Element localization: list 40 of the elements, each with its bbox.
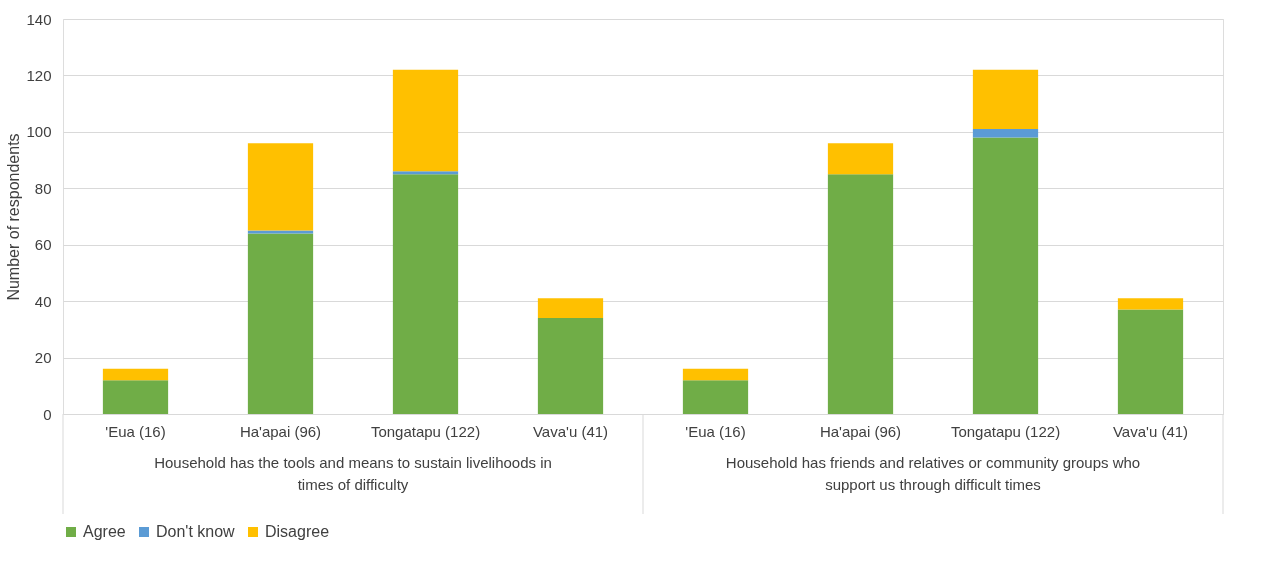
bar bbox=[1117, 298, 1184, 310]
x-tick-label: Vava'u (41) bbox=[532, 422, 609, 440]
x-tick-label: 'Eua (16) bbox=[105, 422, 166, 440]
bar bbox=[827, 174, 894, 414]
bar bbox=[827, 143, 894, 175]
bar bbox=[247, 143, 314, 231]
text: Household has the tools and means to sustain livelihoods in times of difficulty bbox=[154, 454, 552, 493]
bar bbox=[537, 318, 604, 414]
y-tick-label: 40 bbox=[34, 292, 52, 310]
bar bbox=[392, 174, 459, 414]
bar bbox=[102, 380, 169, 414]
y-tick-label: 60 bbox=[34, 236, 52, 254]
y-tick-label: 140 bbox=[26, 10, 52, 28]
x-tick-label: Ha'apai (96) bbox=[239, 422, 322, 440]
bar bbox=[537, 298, 604, 319]
bar bbox=[972, 69, 1039, 130]
bar bbox=[972, 129, 1039, 138]
y-tick-label: 20 bbox=[34, 349, 52, 367]
text: Household has friends and relatives or community groups who support us through difficult times bbox=[725, 454, 1141, 493]
bar bbox=[1117, 309, 1184, 414]
legend-label: Agree bbox=[83, 523, 126, 540]
legend-label: Don't know bbox=[156, 523, 236, 540]
y-tick-label: 0 bbox=[43, 405, 52, 423]
x-tick-label: Tongatapu (122) bbox=[950, 422, 1061, 440]
y-tick-label: 100 bbox=[26, 123, 52, 141]
y-axis-title: Number of respondents bbox=[5, 133, 23, 301]
x-tick-label: Vava'u (41) bbox=[1112, 422, 1189, 440]
bar bbox=[392, 69, 459, 172]
bar bbox=[972, 137, 1039, 414]
bar bbox=[247, 233, 314, 414]
bar bbox=[682, 368, 749, 381]
y-tick-label: 120 bbox=[26, 66, 52, 84]
legend-label: Disagree bbox=[265, 523, 330, 540]
bar bbox=[102, 368, 169, 381]
bar bbox=[392, 171, 459, 175]
x-tick-label: Tongatapu (122) bbox=[370, 422, 481, 440]
x-tick-label: Ha'apai (96) bbox=[819, 422, 902, 440]
y-tick-label: 80 bbox=[34, 179, 52, 197]
bar bbox=[682, 380, 749, 414]
x-tick-label: 'Eua (16) bbox=[685, 422, 746, 440]
